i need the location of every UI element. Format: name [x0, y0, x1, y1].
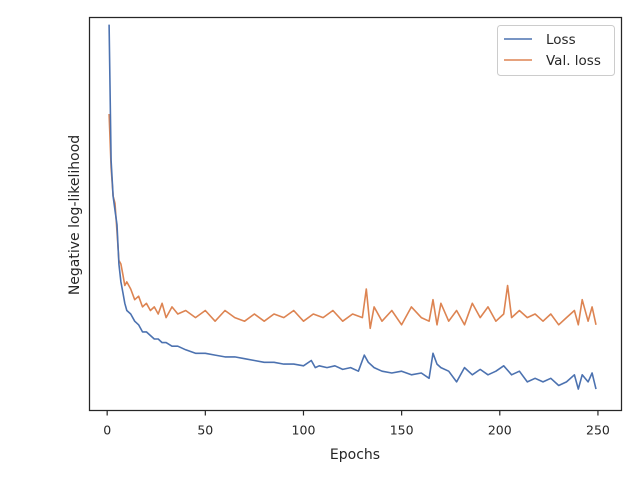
plot-frame — [88, 16, 623, 412]
series-line-loss — [108, 24, 597, 390]
x-axis-label: Epochs — [330, 447, 380, 463]
legend-label-loss: Loss — [546, 32, 576, 48]
x-tick-label: 0 — [103, 423, 111, 438]
legend-label-val-loss: Val. loss — [546, 53, 601, 69]
legend: Loss Val. loss — [497, 25, 615, 76]
x-tick-label: 200 — [488, 423, 512, 438]
x-axis-ticks: 0 50 100 150 200 250 — [103, 410, 610, 438]
x-tick-label: 250 — [586, 423, 610, 438]
x-tick-label: 150 — [390, 423, 414, 438]
series-line-val-loss — [108, 113, 597, 330]
legend-box — [497, 25, 615, 76]
x-tick-label: 50 — [197, 423, 213, 438]
plot-layer — [108, 24, 597, 390]
y-axis-label: Negative log-likelihood — [67, 135, 83, 295]
x-tick-label: 100 — [292, 423, 316, 438]
